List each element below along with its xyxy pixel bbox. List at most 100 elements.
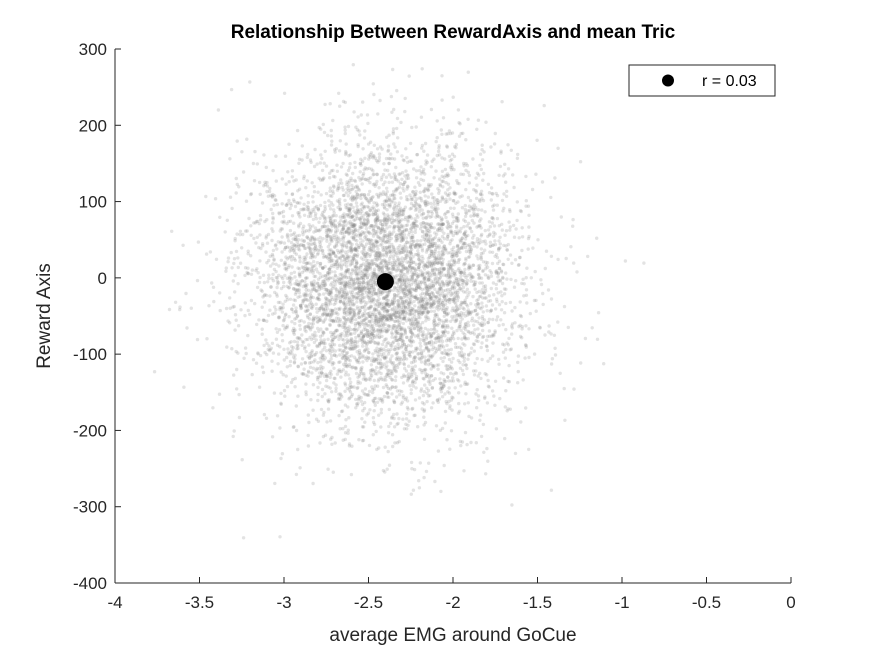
scatter-point: [409, 198, 414, 202]
scatter-point: [342, 215, 346, 219]
scatter-point: [339, 265, 344, 269]
scatter-point: [549, 488, 554, 492]
scatter-point: [301, 340, 306, 345]
scatter-point: [351, 171, 355, 176]
scatter-point: [306, 245, 311, 249]
scatter-point: [448, 266, 452, 271]
scatter-point: [480, 323, 485, 328]
scatter-point: [338, 360, 342, 364]
scatter-point: [286, 202, 290, 206]
scatter-point: [486, 378, 490, 383]
scatter-point: [480, 143, 484, 147]
scatter-point: [538, 326, 542, 330]
scatter-point: [373, 341, 377, 345]
scatter-point: [317, 229, 321, 233]
scatter-point: [539, 278, 543, 282]
scatter-point: [355, 321, 360, 326]
scatter-point: [463, 214, 468, 219]
scatter-point: [379, 352, 384, 357]
scatter-point: [335, 262, 339, 266]
scatter-point: [310, 306, 314, 311]
scatter-point: [477, 266, 482, 270]
scatter-point: [396, 342, 400, 346]
scatter-point: [474, 313, 479, 317]
scatter-point: [296, 266, 300, 270]
scatter-point: [388, 249, 392, 254]
scatter-point: [333, 219, 337, 223]
scatter-point: [335, 259, 339, 263]
scatter-point: [307, 420, 311, 425]
scatter-point: [314, 217, 319, 221]
scatter-point: [451, 249, 455, 253]
scatter-point: [293, 204, 298, 209]
scatter-point: [298, 466, 302, 470]
scatter-point: [443, 167, 448, 172]
scatter-point: [357, 289, 362, 293]
scatter-point: [371, 283, 376, 287]
scatter-point: [235, 182, 239, 187]
scatter-point: [361, 257, 365, 262]
scatter-point: [256, 219, 260, 224]
scatter-point: [248, 312, 252, 317]
scatter-point: [392, 207, 396, 211]
scatter-point: [324, 304, 328, 308]
scatter-point: [253, 301, 257, 306]
scatter-point: [413, 359, 418, 363]
scatter-point: [429, 240, 433, 244]
scatter-point: [319, 367, 324, 371]
scatter-point: [357, 129, 361, 133]
scatter-point: [442, 356, 446, 360]
scatter-point: [366, 178, 370, 183]
scatter-point: [463, 430, 468, 435]
scatter-point: [297, 288, 302, 292]
scatter-point: [441, 359, 445, 364]
scatter-point: [369, 278, 373, 282]
scatter-point: [503, 233, 507, 237]
scatter-point: [339, 219, 343, 223]
scatter-point: [435, 153, 439, 158]
scatter-point: [425, 391, 429, 395]
scatter-point: [357, 335, 361, 339]
scatter-point: [494, 252, 499, 257]
scatter-point: [432, 365, 436, 369]
scatter-point: [322, 279, 326, 283]
scatter-point: [463, 343, 467, 347]
scatter-point: [485, 446, 489, 451]
scatter-point: [434, 336, 438, 340]
scatter-point: [359, 157, 363, 161]
scatter-point: [331, 118, 335, 123]
scatter-point: [370, 336, 375, 340]
scatter-point: [486, 359, 490, 363]
scatter-point: [276, 300, 281, 305]
scatter-point: [444, 298, 448, 302]
scatter-point: [351, 308, 355, 312]
scatter-point: [488, 334, 492, 338]
scatter-point: [361, 341, 365, 345]
scatter-point: [492, 142, 497, 146]
scatter-point: [311, 322, 315, 326]
scatter-point: [404, 417, 409, 421]
scatter-point: [527, 225, 531, 229]
scatter-point: [375, 335, 379, 339]
scatter-point: [354, 295, 358, 300]
scatter-point: [303, 207, 307, 211]
scatter-point: [571, 224, 575, 228]
scatter-point: [516, 354, 521, 358]
scatter-point: [355, 261, 359, 265]
scatter-point: [238, 229, 243, 233]
scatter-point: [397, 439, 401, 444]
scatter-point: [508, 300, 513, 305]
scatter-point: [501, 262, 505, 266]
scatter-point: [458, 345, 462, 349]
scatter-point: [342, 283, 347, 287]
scatter-point: [348, 310, 353, 314]
scatter-point: [353, 264, 357, 269]
scatter-point: [298, 201, 302, 205]
scatter-point: [291, 232, 295, 237]
scatter-point: [479, 307, 483, 311]
scatter-point: [362, 254, 367, 258]
scatter-point: [370, 317, 374, 321]
scatter-point: [361, 214, 365, 218]
scatter-point: [300, 158, 304, 162]
scatter-point: [264, 165, 268, 170]
